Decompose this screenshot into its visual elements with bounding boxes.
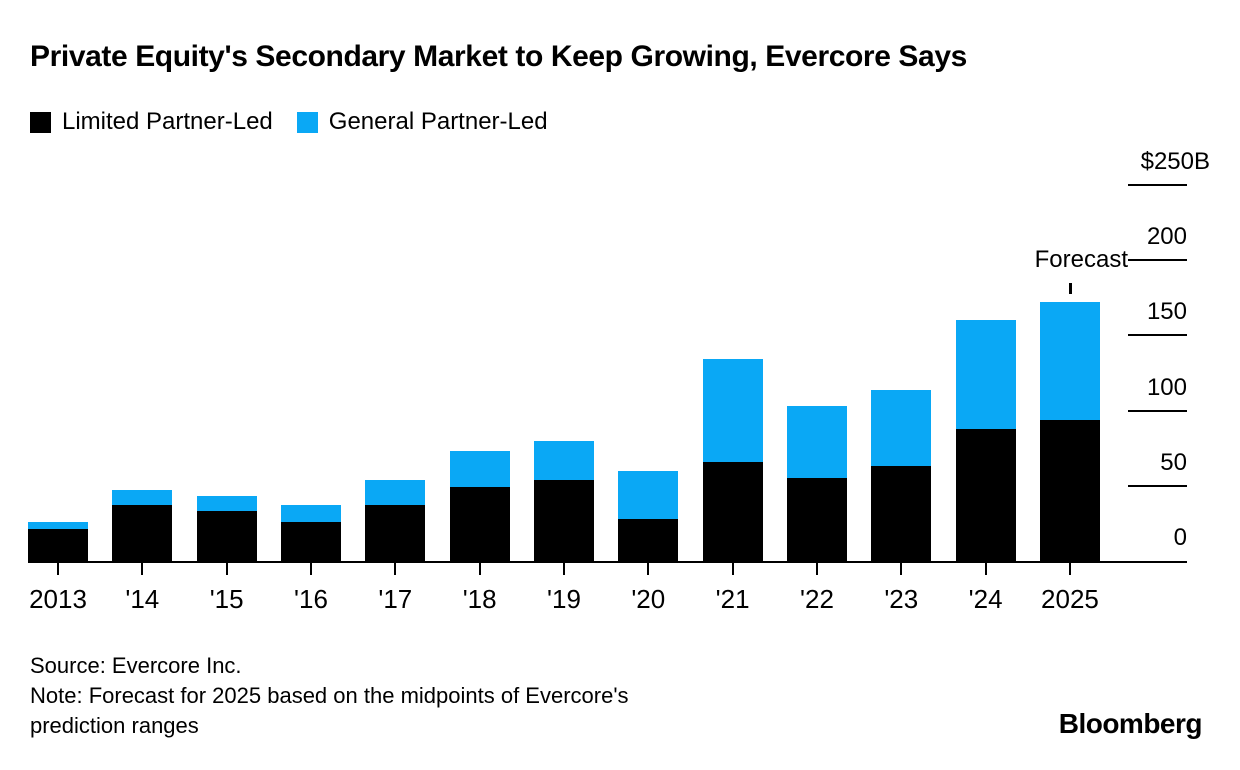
bar-lp-'22 bbox=[786, 478, 847, 561]
bar-lp-'15 bbox=[196, 511, 257, 561]
x-axis-label-'24: '24 bbox=[968, 584, 1003, 614]
x-axis-label-'21: '21 bbox=[715, 584, 750, 614]
x-tick-'15 bbox=[225, 562, 228, 575]
bar-lp-'16 bbox=[280, 521, 341, 561]
x-tick-'22 bbox=[815, 562, 818, 575]
bar-lp-'17 bbox=[365, 505, 426, 561]
x-tick-2025 bbox=[1068, 562, 1071, 575]
x-tick-'21 bbox=[731, 562, 734, 575]
y-tick-150 bbox=[1128, 334, 1187, 337]
x-axis-label-'23: '23 bbox=[884, 584, 919, 614]
bar-lp-'23 bbox=[871, 466, 932, 561]
y-axis-label-150: 150 bbox=[1146, 298, 1187, 326]
y-axis-label-100: 100 bbox=[1146, 373, 1187, 401]
x-tick-2013 bbox=[57, 562, 59, 575]
x-tick-'16 bbox=[309, 562, 312, 575]
bar-lp-'24 bbox=[955, 428, 1016, 561]
bar-gp-'19 bbox=[533, 440, 594, 480]
x-axis-label-'16: '16 bbox=[294, 584, 328, 614]
bar-lp-'19 bbox=[533, 479, 594, 561]
source-line: Source: Evercore Inc. bbox=[30, 653, 242, 678]
x-axis-label-'14: '14 bbox=[125, 584, 160, 614]
x-tick-'19 bbox=[562, 562, 565, 575]
forecast-tick-mark bbox=[1069, 283, 1072, 294]
x-tick-'20 bbox=[647, 562, 650, 575]
x-tick-'14 bbox=[141, 562, 144, 575]
legend-swatch-lp bbox=[30, 111, 51, 133]
x-axis-label-2013: 2013 bbox=[29, 584, 87, 614]
x-axis-label-'17: '17 bbox=[378, 584, 413, 614]
y-axis-label-0: 0 bbox=[1173, 524, 1187, 551]
y-axis-label-200: 200 bbox=[1146, 223, 1187, 251]
bar-gp-'22 bbox=[786, 406, 847, 479]
note-line-1: Note: Forecast for 2025 based on the mid… bbox=[30, 683, 629, 708]
bar-gp-2025 bbox=[1039, 302, 1100, 420]
y-axis-label-50: 50 bbox=[1160, 448, 1187, 476]
bar-lp-'21 bbox=[702, 461, 763, 561]
legend-label-lp: Limited Partner-Led bbox=[62, 108, 273, 135]
bar-gp-'16 bbox=[280, 505, 341, 522]
bar-gp-'18 bbox=[449, 451, 510, 488]
bar-lp-2013 bbox=[28, 529, 88, 561]
bar-gp-'23 bbox=[871, 389, 932, 467]
x-tick-'24 bbox=[984, 562, 987, 575]
forecast-label: Forecast bbox=[1034, 246, 1128, 273]
bar-lp-2025 bbox=[1039, 419, 1100, 561]
x-axis-label-'18: '18 bbox=[462, 584, 497, 614]
bar-gp-'20 bbox=[618, 470, 679, 519]
chart-title: Private Equity's Secondary Market to Kee… bbox=[30, 40, 967, 73]
bar-gp-2013 bbox=[28, 521, 88, 530]
bar-lp-'14 bbox=[112, 505, 173, 561]
x-axis-label-2025: 2025 bbox=[1041, 584, 1099, 614]
x-tick-'23 bbox=[900, 562, 903, 575]
y-axis-label-250: $250B bbox=[1140, 148, 1210, 175]
bar-gp-'17 bbox=[365, 479, 426, 506]
legend-item-general-partner-led: General Partner-Led bbox=[296, 108, 548, 136]
x-axis-label-'19: '19 bbox=[547, 584, 581, 614]
x-axis-label-'20: '20 bbox=[631, 584, 666, 614]
bloomberg-logo: Bloomberg bbox=[1058, 708, 1203, 739]
x-tick-'18 bbox=[478, 562, 481, 575]
bar-gp-'14 bbox=[112, 490, 173, 506]
legend-item-limited-partner-led: Limited Partner-Led bbox=[30, 108, 273, 136]
bar-gp-'15 bbox=[196, 496, 257, 512]
x-axis-label-'22: '22 bbox=[800, 584, 834, 614]
y-tick-100 bbox=[1128, 409, 1187, 412]
bar-lp-'18 bbox=[449, 487, 510, 561]
bar-gp-'21 bbox=[702, 359, 763, 462]
y-tick-50 bbox=[1128, 484, 1187, 487]
y-tick-250 bbox=[1128, 184, 1187, 186]
legend-label-gp: General Partner-Led bbox=[328, 108, 548, 135]
legend-swatch-gp bbox=[296, 111, 318, 133]
x-axis-label-'15: '15 bbox=[209, 584, 244, 614]
x-tick-'17 bbox=[394, 562, 397, 575]
bar-lp-'20 bbox=[618, 518, 679, 561]
y-tick-200 bbox=[1128, 259, 1187, 262]
x-axis-baseline bbox=[28, 561, 1187, 563]
note-line-2: prediction ranges bbox=[30, 713, 199, 738]
bar-gp-'24 bbox=[955, 320, 1016, 429]
legend: Limited Partner-Led General Partner-Led bbox=[30, 108, 548, 136]
source-note: Source: Evercore Inc. Note: Forecast for… bbox=[30, 651, 629, 741]
